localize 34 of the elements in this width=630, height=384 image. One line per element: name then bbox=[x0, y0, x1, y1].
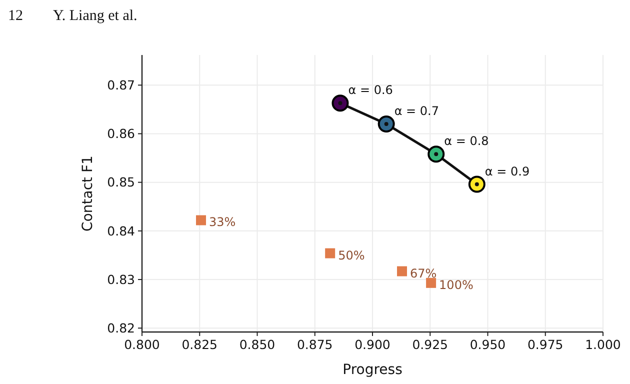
point bbox=[332, 94, 349, 112]
x-tick-label: 0.950 bbox=[470, 337, 506, 352]
annotation: 33% bbox=[209, 215, 236, 230]
y-tick-label: 0.84 bbox=[107, 223, 136, 238]
point bbox=[468, 176, 486, 193]
y-tick-label: 0.86 bbox=[107, 126, 136, 142]
point bbox=[426, 278, 436, 288]
annotation: α = 0.8 bbox=[444, 134, 489, 148]
text: 12 Y. Liang et al. bbox=[8, 8, 138, 24]
annotation: 100% bbox=[439, 278, 474, 292]
x-tick-label: 1.000 bbox=[585, 337, 621, 352]
x-tick-label: 0.925 bbox=[412, 337, 448, 352]
point bbox=[196, 215, 206, 226]
x-tick-label: 0.825 bbox=[182, 337, 218, 352]
y-tick-label: 0.83 bbox=[107, 272, 135, 287]
y-tick-label: 0.82 bbox=[107, 320, 135, 336]
y-tick-label: 0.87 bbox=[107, 78, 135, 93]
annotation: 67% bbox=[410, 266, 437, 280]
annotation: 50% bbox=[338, 248, 365, 262]
x-tick-label: 0.900 bbox=[354, 337, 390, 352]
x-tick-label: 0.975 bbox=[527, 337, 564, 352]
annotation: α = 0.9 bbox=[484, 164, 530, 178]
point bbox=[378, 116, 395, 133]
y-tick-label: 0.85 bbox=[107, 174, 135, 190]
point bbox=[428, 146, 445, 163]
x-tick-label: 0.875 bbox=[296, 337, 333, 352]
x-tick-label: 0.850 bbox=[239, 337, 276, 352]
x-axis-title: Progress bbox=[342, 362, 402, 378]
annotation: α = 0.7 bbox=[394, 104, 440, 118]
x-tick-label: 0.800 bbox=[124, 337, 160, 352]
y-axis-title: Contact F1 bbox=[80, 156, 96, 232]
point bbox=[397, 266, 408, 276]
point bbox=[325, 248, 336, 258]
annotation: α = 0.6 bbox=[348, 83, 393, 98]
